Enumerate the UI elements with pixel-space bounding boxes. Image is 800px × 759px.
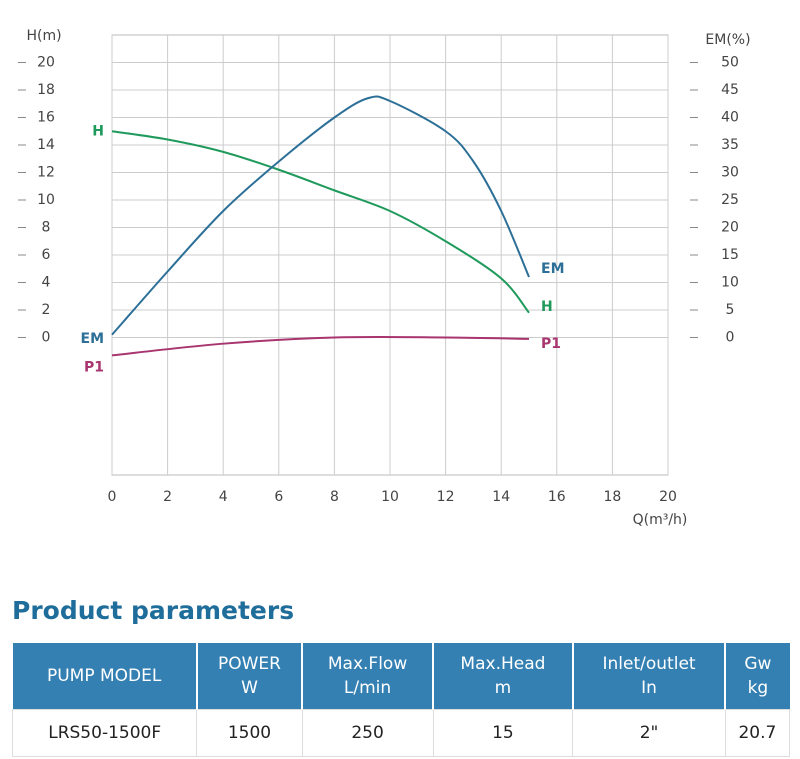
series-line (111, 130, 530, 314)
chart: H(m) EM(%) Q(m³/h) 0 2 4 6 8 10 12 14 16 18 20 0 2 4 6… (18, 28, 751, 528)
header-text: In (641, 678, 657, 698)
series-label-start: H (92, 123, 104, 139)
header-text: kg (747, 678, 769, 698)
table-cell: LRS50-1500F (11, 709, 198, 757)
x-tick-label: 8 (330, 489, 339, 505)
column-header: Gw kg (724, 643, 790, 710)
column-header: POWER W (195, 643, 303, 710)
y-tick-label: 6 (42, 247, 51, 263)
y2-tick-label: 50 (721, 55, 739, 71)
x-tick-label: 10 (381, 489, 399, 505)
x-axis-title: Q(m³/h) (633, 512, 688, 528)
y-tick-label: 16 (37, 110, 55, 126)
y-tick-label: 14 (37, 137, 55, 153)
y-tick-label: 0 (42, 330, 51, 346)
column-header: Inlet/outlet In (571, 643, 726, 710)
y-tick-label: 4 (42, 275, 51, 291)
y2-tick-label: 20 (721, 220, 739, 236)
column-header: PUMP MODEL (12, 643, 197, 710)
x-tick-label: 0 (108, 489, 117, 505)
header-text: POWER (217, 654, 281, 674)
x-tick-label: 12 (437, 489, 455, 505)
y2-tick-label: 25 (721, 192, 739, 208)
section-title: Product parameters (12, 596, 295, 625)
x-tick-label: 16 (548, 489, 566, 505)
y-tick-label: 8 (42, 220, 51, 236)
table-cell: 15 (432, 709, 574, 757)
x-tick-label: 4 (219, 489, 228, 505)
column-header: Max.Flow L/min (301, 643, 434, 710)
parameter-table: PUMP MODEL POWER W Max.Flow L/min Max.Head m In… (11, 643, 791, 757)
y2-tick-label: 45 (721, 82, 739, 98)
y2-axis-title: EM(%) (705, 32, 750, 48)
table-cell: 2" (572, 709, 726, 757)
header-text: Max.Flow (327, 654, 408, 674)
series-line (111, 95, 530, 336)
x-tick-label: 6 (274, 489, 283, 505)
header-text: PUMP MODEL (46, 666, 162, 686)
header-text: m (494, 678, 512, 698)
table-row: LRS50-1500F 1500 250 15 2" 20.7 (11, 709, 791, 757)
header-text: Max.Head (460, 654, 546, 674)
x-tick-label: 2 (163, 489, 172, 505)
column-header: Max.Head m (432, 643, 573, 710)
series-line (111, 335, 530, 357)
y2-tick-label: 0 (726, 330, 735, 346)
series-label-end: P1 (541, 336, 561, 352)
y2-tick-label: 5 (726, 302, 735, 318)
table-cell: 20.7 (724, 709, 791, 757)
series-label-end: EM (541, 261, 565, 277)
y2-tick-label: 10 (721, 275, 739, 291)
series-label-start: EM (81, 331, 105, 347)
y-axis-title: H(m) (26, 28, 61, 44)
y2-tick-label: 40 (721, 110, 739, 126)
x-tick-label: 18 (603, 489, 621, 505)
header-text: L/min (343, 678, 392, 698)
x-tick-label: 20 (659, 489, 677, 505)
y-tick-label: 20 (37, 55, 55, 71)
series-label-start: P1 (84, 359, 104, 375)
y2-tick-label: 15 (721, 247, 739, 263)
y2-tick-label: 30 (721, 165, 739, 181)
y-tick-label: 10 (37, 192, 55, 208)
y-tick-label: 2 (42, 302, 51, 318)
table-cell: 250 (301, 709, 434, 757)
y2-tick-label: 35 (721, 137, 739, 153)
header-text: Gw (744, 654, 772, 674)
x-tick-label: 14 (492, 489, 510, 505)
table-cell: 1500 (196, 709, 303, 757)
series-label-end: H (541, 299, 553, 315)
y-tick-label: 18 (37, 82, 55, 98)
header-text: Inlet/outlet (602, 654, 696, 674)
y-tick-label: 12 (37, 165, 55, 181)
header-text: W (241, 678, 258, 698)
